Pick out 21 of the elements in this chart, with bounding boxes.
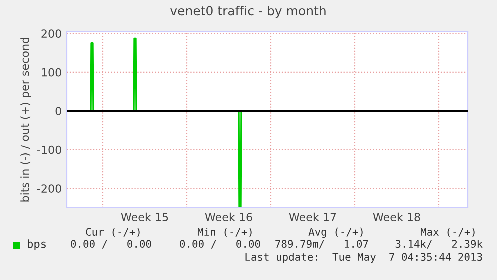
text: Avg (-/+) xyxy=(308,228,363,238)
y-tick-label: 100 xyxy=(42,68,62,77)
chart-title: venet0 traffic - by month xyxy=(170,6,326,18)
text: 0.00 / 0.00 xyxy=(180,240,260,249)
y-tick-label: -200 xyxy=(37,184,62,194)
text: Last update: Tue May 7 04:35:44 2013 xyxy=(246,252,482,264)
text: Min (-/+) xyxy=(198,228,252,238)
x-tick-label: Week 17 xyxy=(289,212,336,222)
text: 789.79m/ 1.07 xyxy=(276,240,368,249)
y-axis-title: bits in (-) / out (+) per second xyxy=(20,38,32,202)
x-tick-label: Week 16 xyxy=(205,212,252,222)
y-tick-label: 200 xyxy=(42,30,62,38)
text: 0.00 / 0.00 xyxy=(71,240,152,249)
legend-label: bps xyxy=(28,240,46,250)
x-tick-label: Week 18 xyxy=(373,212,420,222)
y-tick-label: -100 xyxy=(37,146,62,154)
x-tick-label: Week 15 xyxy=(121,212,168,222)
y-tick-label: 0 xyxy=(56,107,62,116)
text: Max (-/+) xyxy=(420,228,475,238)
text: Cur (-/+) xyxy=(86,228,140,238)
text: 3.14k/ 2.39k xyxy=(396,240,483,249)
